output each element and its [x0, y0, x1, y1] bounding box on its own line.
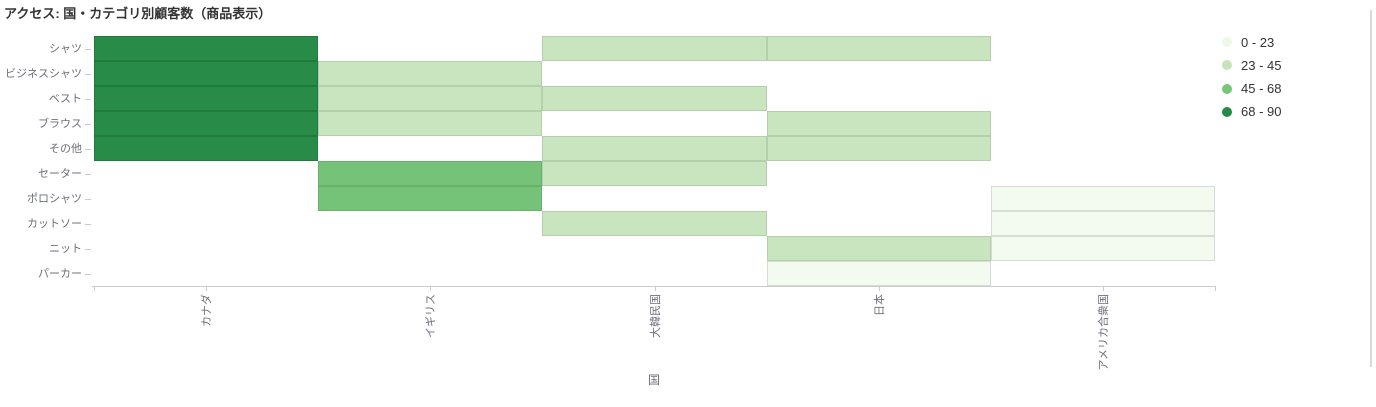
legend-label: 45 - 68	[1241, 81, 1282, 97]
heatmap-cell[interactable]	[318, 61, 543, 86]
x-axis-end-tick	[1215, 286, 1216, 291]
heatmap-cell[interactable]	[990, 186, 1215, 211]
heatmap-cell[interactable]	[766, 111, 991, 136]
y-axis-tick	[85, 73, 91, 75]
heatmap-cell[interactable]	[542, 36, 767, 61]
heatmap-cell[interactable]	[990, 236, 1215, 261]
y-axis-label: カットソー	[27, 217, 82, 230]
heatmap-cell[interactable]	[94, 86, 319, 111]
legend-item[interactable]: 0 - 23	[1222, 34, 1275, 50]
heatmap-cell[interactable]	[542, 211, 767, 236]
y-axis-label: ニット	[49, 242, 82, 255]
y-axis-tick	[85, 123, 91, 125]
heatmap-cell[interactable]	[94, 136, 319, 161]
y-axis-label: ポロシャツ	[27, 192, 82, 205]
x-axis-label: カナダ	[201, 294, 214, 327]
x-axis-tick	[206, 286, 208, 291]
panel-right-border	[1370, 10, 1372, 367]
heatmap-cell[interactable]	[766, 261, 991, 286]
chart-title: アクセス: 国・カテゴリ別顧客数（商品表示）	[4, 6, 272, 21]
legend-dot	[1222, 37, 1232, 47]
heatmap-cell[interactable]	[766, 236, 991, 261]
y-axis-label: シャツ	[49, 42, 82, 55]
x-axis-label: アメリカ合衆国	[1097, 294, 1110, 371]
legend-dot	[1222, 106, 1232, 117]
legend-label: 0 - 23	[1241, 34, 1275, 50]
legend-label: 68 - 90	[1241, 104, 1282, 120]
y-axis-tick	[85, 48, 91, 50]
y-axis-label: ベスト	[48, 92, 82, 105]
heatmap-cell[interactable]	[94, 36, 319, 61]
y-axis-label: パーカー	[38, 267, 82, 280]
legend-dot	[1222, 83, 1232, 94]
heatmap-cell[interactable]	[318, 186, 543, 211]
y-axis-tick	[85, 173, 91, 175]
heatmap-cell[interactable]	[542, 86, 767, 111]
y-axis-tick	[85, 273, 91, 275]
heatmap-cell[interactable]	[542, 136, 767, 161]
x-axis-end-tick	[94, 286, 95, 291]
y-axis-label: その他	[49, 142, 82, 155]
legend-item[interactable]: 45 - 68	[1222, 81, 1282, 97]
legend-dot	[1222, 60, 1232, 71]
legend-item[interactable]: 23 - 45	[1222, 57, 1282, 73]
y-axis-tick	[85, 223, 91, 225]
y-axis-tick	[85, 248, 91, 250]
x-axis-label: 日本	[873, 294, 886, 316]
legend-label: 23 - 45	[1241, 57, 1282, 73]
x-axis-tick	[1102, 286, 1104, 291]
y-axis-tick	[85, 198, 91, 200]
x-axis-label: 大韓民国	[649, 294, 662, 338]
heatmap-cell[interactable]	[766, 136, 991, 161]
heatmap-cell[interactable]	[318, 161, 543, 186]
x-axis-title: 国	[647, 373, 661, 387]
heatmap-cell[interactable]	[542, 161, 767, 186]
y-axis-label: ブラウス	[38, 117, 82, 130]
x-axis-line	[92, 286, 1215, 287]
heatmap-cell[interactable]	[94, 111, 319, 136]
heatmap-cell[interactable]	[318, 86, 543, 111]
y-axis-label: セーター	[38, 167, 82, 180]
heatmap-cell[interactable]	[990, 211, 1215, 236]
x-axis-tick	[878, 286, 880, 291]
y-axis-label: ビジネスシャツ	[5, 67, 82, 80]
y-axis-tick	[85, 98, 91, 100]
x-axis-tick	[654, 286, 656, 291]
x-axis-tick	[430, 286, 432, 291]
heatmap-cell[interactable]	[766, 36, 991, 61]
heatmap-cell[interactable]	[318, 111, 543, 136]
x-axis-label: イギリス	[425, 294, 438, 338]
legend-item[interactable]: 68 - 90	[1222, 104, 1282, 120]
heatmap-cell[interactable]	[94, 61, 319, 86]
y-axis-tick	[85, 148, 91, 150]
